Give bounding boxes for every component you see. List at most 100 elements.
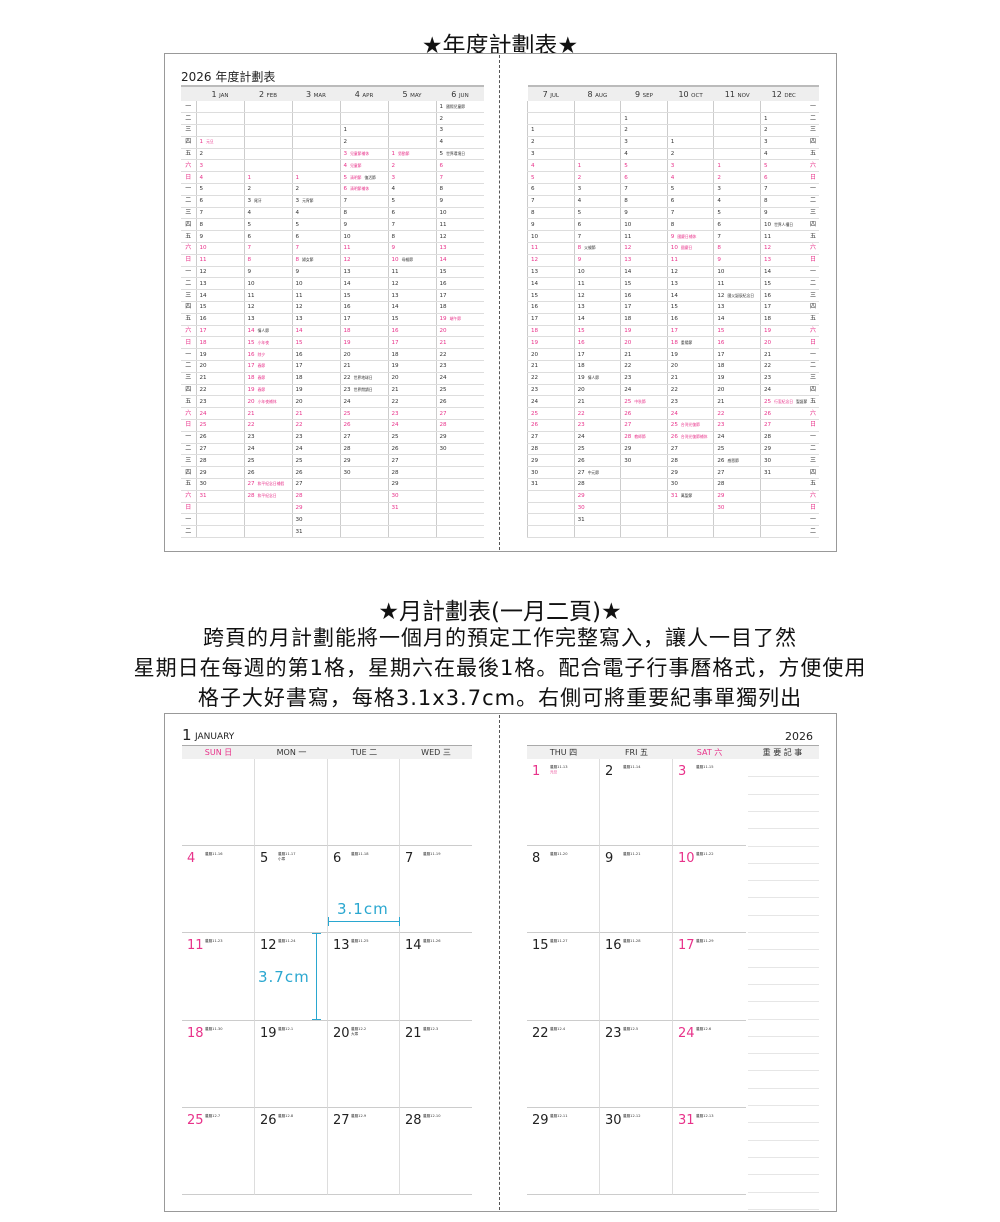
day-cell[interactable]: 14 [339, 277, 388, 291]
day-cell[interactable]: 18 [620, 313, 668, 326]
day-cell[interactable]: 12 [666, 266, 714, 279]
notes-line[interactable] [748, 1122, 819, 1124]
day-cell[interactable]: 9 [339, 218, 388, 232]
day-cell[interactable]: 1 [620, 112, 668, 126]
day-cell[interactable]: 31 [387, 502, 436, 515]
day-cell[interactable] [339, 112, 388, 126]
calendar-day-cell[interactable]: 17 農曆11.29 [673, 933, 746, 1021]
day-cell[interactable]: 7 [620, 183, 668, 196]
day-cell[interactable]: 8 [195, 218, 244, 232]
day-cell[interactable]: 20 [339, 348, 388, 362]
day-cell[interactable]: 26 感恩節 [713, 454, 761, 468]
day-cell[interactable]: 6 [291, 230, 340, 244]
day-cell[interactable]: 17 [573, 348, 621, 362]
day-cell[interactable] [243, 112, 292, 126]
day-cell[interactable]: 15 [713, 325, 761, 338]
day-cell[interactable] [435, 454, 484, 468]
day-cell[interactable]: 23 [435, 360, 484, 373]
day-cell[interactable]: 17 春節 [243, 360, 292, 373]
day-cell[interactable]: 24 [435, 372, 484, 385]
notes-line[interactable] [748, 914, 819, 916]
day-cell[interactable]: 27 [435, 407, 484, 421]
calendar-day-cell[interactable]: 24 農曆12.6 [673, 1021, 746, 1108]
day-cell[interactable]: 31 萬聖節 [666, 490, 714, 503]
calendar-day-cell[interactable]: 19 農曆12.1 [255, 1020, 328, 1108]
calendar-day-cell[interactable]: 9 農曆11.21 [600, 846, 673, 934]
day-cell[interactable]: 24 [573, 431, 621, 444]
day-cell[interactable] [759, 478, 808, 491]
day-cell[interactable]: 4 [435, 136, 484, 149]
calendar-day-cell[interactable]: 2 農曆11.14 [600, 759, 673, 847]
day-cell[interactable]: 8 [527, 207, 575, 220]
day-cell[interactable]: 30 [620, 454, 668, 468]
calendar-day-cell[interactable]: 26 農曆12.8 [255, 1107, 328, 1195]
day-cell[interactable]: 14 [195, 289, 244, 303]
day-cell[interactable]: 10 世界人權日 [759, 218, 808, 232]
day-cell[interactable]: 30 [435, 443, 484, 456]
day-cell[interactable] [387, 112, 436, 126]
day-cell[interactable]: 11 [243, 289, 292, 303]
day-cell[interactable] [713, 124, 761, 137]
day-cell[interactable]: 12 [243, 301, 292, 314]
day-cell[interactable]: 19 春節 [243, 384, 292, 397]
day-cell[interactable] [387, 136, 436, 149]
day-cell[interactable]: 23 [291, 431, 340, 444]
day-cell[interactable] [339, 502, 388, 515]
notes-line[interactable] [748, 1105, 819, 1106]
day-cell[interactable]: 30 [291, 513, 340, 527]
day-cell[interactable]: 9 [195, 230, 244, 244]
day-cell[interactable]: 3 [195, 159, 244, 173]
day-cell[interactable]: 25 行憲紀念日 聖誕節 [759, 395, 808, 409]
day-cell[interactable]: 5 [713, 207, 761, 220]
day-cell[interactable]: 8 [713, 242, 761, 255]
calendar-day-cell[interactable]: 3 農曆11.15 [673, 759, 746, 847]
day-cell[interactable]: 2 [291, 183, 340, 196]
day-cell[interactable] [243, 525, 292, 538]
calendar-day-cell[interactable]: 18 農曆11.30 [182, 1020, 255, 1108]
day-cell[interactable]: 15 [759, 277, 808, 291]
day-cell[interactable]: 15 [291, 336, 340, 350]
day-cell[interactable]: 27 [291, 478, 340, 491]
calendar-day-cell[interactable]: 16 農曆11.28 [600, 933, 673, 1021]
day-cell[interactable]: 11 [573, 277, 621, 291]
day-cell[interactable]: 24 [339, 395, 388, 409]
day-cell[interactable]: 24 [620, 384, 668, 397]
calendar-day-cell[interactable]: 4 農曆11.16 [182, 846, 255, 934]
day-cell[interactable] [387, 101, 436, 114]
day-cell[interactable] [713, 101, 761, 114]
day-cell[interactable]: 11 [195, 254, 244, 267]
notes-line[interactable] [748, 776, 819, 778]
day-cell[interactable]: 18 [435, 301, 484, 314]
day-cell[interactable]: 4 [666, 171, 714, 185]
day-cell[interactable]: 5 [620, 159, 668, 173]
notes-line[interactable] [748, 1191, 819, 1193]
day-cell[interactable]: 7 [195, 207, 244, 220]
day-cell[interactable]: 13 [243, 313, 292, 326]
day-cell[interactable]: 24 [527, 395, 575, 409]
day-cell[interactable]: 8 婦女節 [291, 254, 340, 267]
day-cell[interactable]: 6 [387, 207, 436, 220]
day-cell[interactable] [666, 112, 714, 126]
day-cell[interactable]: 22 [195, 384, 244, 397]
day-cell[interactable] [435, 513, 484, 527]
day-cell[interactable] [713, 112, 761, 126]
calendar-day-cell[interactable]: 27 農曆12.9 [328, 1107, 400, 1195]
day-cell[interactable]: 1 [573, 159, 621, 173]
day-cell[interactable]: 19 [620, 325, 668, 338]
notes-line[interactable] [748, 1087, 819, 1089]
day-cell[interactable]: 29 [666, 466, 714, 479]
day-cell[interactable] [620, 466, 668, 479]
day-cell[interactable]: 17 [387, 336, 436, 350]
day-cell[interactable]: 12 [339, 254, 388, 267]
day-cell[interactable] [435, 490, 484, 503]
day-cell[interactable]: 29 [573, 490, 621, 503]
day-cell[interactable]: 27 [666, 443, 714, 456]
day-cell[interactable]: 4 [387, 183, 436, 196]
calendar-day-cell[interactable]: 1 農曆11.13 元旦 [527, 759, 600, 847]
calendar-day-cell[interactable]: 29 農曆12.11 [527, 1107, 600, 1195]
day-cell[interactable]: 5 [666, 183, 714, 196]
calendar-day-cell[interactable]: 11 農曆11.23 [182, 933, 255, 1021]
day-cell[interactable]: 14 情人節 [243, 325, 292, 338]
day-cell[interactable] [620, 502, 668, 515]
notes-line[interactable] [748, 810, 819, 812]
